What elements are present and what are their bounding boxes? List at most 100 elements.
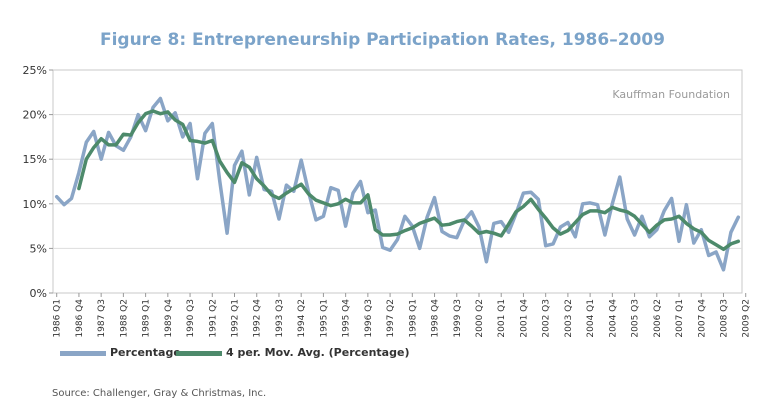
data-point <box>508 231 510 233</box>
data-point <box>708 254 710 257</box>
x-tick-label: 1988 Q2 <box>119 299 129 338</box>
x-tick-label: 1999 Q3 <box>453 299 463 338</box>
data-point <box>545 245 547 247</box>
data-point <box>248 194 250 196</box>
data-point <box>219 160 221 162</box>
x-tick-label: 1998 Q1 <box>408 299 418 338</box>
data-point <box>648 236 651 238</box>
x-tick-label: 1990 Q3 <box>186 299 196 338</box>
chart-title: Figure 8: Entrepreneurship Participation… <box>99 30 666 50</box>
x-tick-label: 1995 Q4 <box>342 299 352 338</box>
data-point <box>441 224 443 226</box>
data-point <box>285 184 287 186</box>
data-point <box>271 194 273 196</box>
x-tick-label: 2002 Q3 <box>542 299 552 338</box>
data-point <box>404 215 406 217</box>
data-point <box>663 210 665 212</box>
x-tick-label: 2004 Q4 <box>608 299 618 338</box>
data-point <box>500 235 502 237</box>
data-point <box>737 216 739 218</box>
data-point <box>596 210 599 212</box>
data-point <box>374 229 376 231</box>
data-point <box>522 192 525 194</box>
data-point <box>337 189 339 191</box>
data-point <box>359 180 362 183</box>
data-point <box>382 234 384 236</box>
data-point <box>626 218 628 220</box>
data-point <box>493 222 495 224</box>
data-point <box>108 144 110 146</box>
data-point <box>648 231 651 233</box>
x-tick-label: 1998 Q4 <box>431 299 441 338</box>
data-point <box>685 204 688 206</box>
data-point <box>522 205 525 208</box>
data-point <box>485 230 487 233</box>
data-point <box>389 234 391 236</box>
x-tick-label: 1989 Q1 <box>142 299 152 338</box>
legend-item-percentage: Percentage <box>60 346 181 359</box>
data-point <box>404 230 406 232</box>
x-tick-label: 2005 Q3 <box>631 299 641 338</box>
data-point <box>634 215 636 217</box>
legend-label-moving-average: 4 per. Mov. Avg. (Percentage) <box>226 346 410 359</box>
data-point <box>537 198 539 200</box>
y-tick-label: 25% <box>23 64 47 77</box>
data-point <box>182 136 184 138</box>
data-point <box>567 230 569 232</box>
data-point <box>737 240 739 242</box>
data-point <box>478 226 480 228</box>
data-point <box>189 139 191 142</box>
data-point <box>315 199 317 201</box>
data-point <box>626 211 628 213</box>
data-point <box>433 217 436 219</box>
data-point <box>700 231 702 233</box>
data-point <box>241 150 243 152</box>
data-point <box>715 251 717 253</box>
x-tick-label: 2006 Q2 <box>653 299 663 338</box>
data-point <box>463 219 465 221</box>
data-point <box>419 222 421 224</box>
data-point <box>182 123 184 125</box>
data-point <box>537 208 539 210</box>
data-point <box>345 225 347 227</box>
x-tick-label: 1992 Q1 <box>231 299 241 338</box>
data-point <box>471 225 473 227</box>
data-point <box>619 209 621 211</box>
data-point <box>137 114 139 116</box>
x-tick-label: 1994 Q2 <box>297 299 307 338</box>
data-point <box>300 183 302 185</box>
y-tick-label: 20% <box>23 109 47 122</box>
data-point <box>108 131 110 133</box>
data-point <box>589 202 591 204</box>
data-point <box>634 234 636 236</box>
data-point <box>100 138 102 140</box>
data-point <box>530 198 532 200</box>
data-point <box>256 156 258 158</box>
data-point <box>722 248 725 250</box>
data-point <box>196 178 199 180</box>
data-point <box>93 147 95 149</box>
data-point <box>596 204 599 206</box>
data-point <box>122 133 124 135</box>
data-point <box>256 178 258 180</box>
data-point <box>471 211 473 213</box>
data-point <box>85 158 87 160</box>
x-tick-label: 1986 Q1 <box>53 299 63 338</box>
data-point <box>226 172 228 174</box>
data-point <box>545 217 547 219</box>
y-tick-label: 10% <box>23 198 47 211</box>
data-point <box>352 192 354 194</box>
data-point <box>271 190 273 192</box>
data-point <box>396 238 399 241</box>
data-point <box>656 224 658 226</box>
x-tick-label: 2004 Q1 <box>586 299 596 338</box>
plot-frame <box>52 69 743 294</box>
data-point <box>730 231 732 233</box>
data-point <box>263 185 265 187</box>
x-tick-label: 1995 Q1 <box>319 299 329 338</box>
data-point <box>671 218 673 220</box>
legend-swatch-moving-average <box>176 350 222 356</box>
x-tick-label: 1993 Q3 <box>275 299 285 338</box>
data-point <box>263 188 265 191</box>
legend-swatch-percentage <box>60 350 106 356</box>
